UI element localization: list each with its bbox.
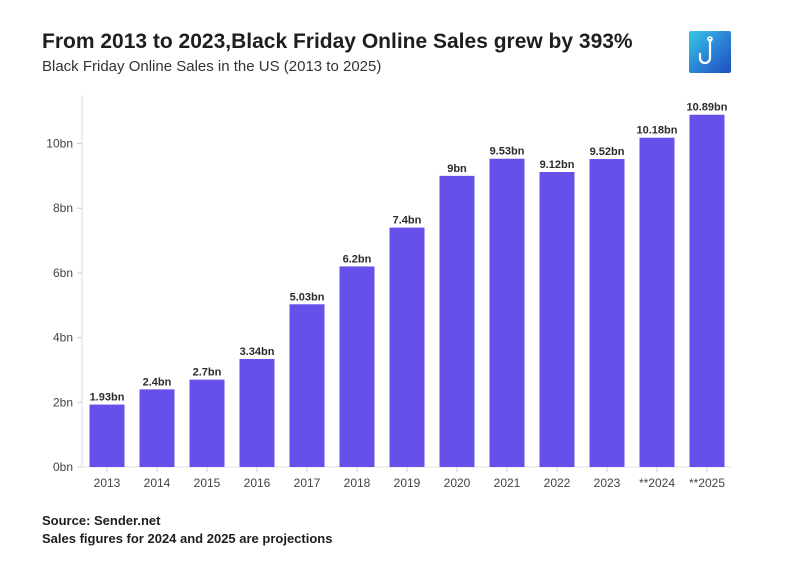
chart-subtitle: Black Friday Online Sales in the US (201… — [42, 58, 382, 75]
y-tick-label: 4bn — [53, 331, 73, 345]
x-tick-label: 2022 — [544, 476, 571, 490]
x-tick-label: 2018 — [344, 476, 371, 490]
bar — [539, 171, 575, 467]
data-label: 1.93bn — [90, 392, 125, 404]
bar — [589, 159, 625, 467]
source-note: Source: Sender.net — [42, 513, 161, 528]
x-tick-label: 2023 — [594, 476, 621, 490]
x-tick-label: 2021 — [494, 476, 521, 490]
bar — [289, 304, 325, 467]
data-label: 2.4bn — [143, 376, 172, 388]
x-tick-label: 2015 — [194, 476, 221, 490]
bar — [189, 379, 225, 467]
y-tick-label: 0bn — [53, 460, 73, 474]
bar — [489, 158, 525, 467]
x-tick-label: 2017 — [294, 476, 321, 490]
data-label: 6.2bn — [343, 253, 372, 265]
bar — [639, 137, 675, 467]
x-tick-label: 2016 — [244, 476, 271, 490]
data-label: 7.4bn — [393, 215, 422, 227]
hook-icon — [698, 36, 713, 65]
x-tick-label: 2020 — [444, 476, 471, 490]
y-tick-label: 10bn — [46, 137, 73, 151]
data-label: 2.7bn — [193, 367, 222, 379]
data-label: 10.18bn — [637, 125, 678, 137]
chart-title: From 2013 to 2023,Black Friday Online Sa… — [42, 30, 633, 53]
x-tick-label: **2024 — [639, 476, 675, 490]
y-tick-label: 8bn — [53, 201, 73, 215]
y-tick-label: 2bn — [53, 395, 73, 409]
data-label: 10.89bn — [687, 102, 728, 114]
brand-logo — [689, 31, 731, 73]
data-label: 3.34bn — [240, 346, 275, 358]
data-label: 9.53bn — [490, 146, 525, 158]
x-tick-label: 2014 — [144, 476, 171, 490]
data-label: 9.52bn — [590, 146, 625, 158]
bar — [139, 389, 175, 467]
x-tick-label: 2019 — [394, 476, 421, 490]
data-label: 5.03bn — [290, 291, 325, 303]
bar — [439, 175, 475, 467]
bar — [339, 266, 375, 467]
data-label: 9bn — [447, 163, 467, 175]
bar — [689, 114, 725, 467]
bar — [389, 227, 425, 467]
projection-note: Sales figures for 2024 and 2025 are proj… — [42, 531, 333, 546]
x-tick-label: 2013 — [94, 476, 121, 490]
bar — [239, 358, 275, 467]
data-label: 9.12bn — [540, 159, 575, 171]
y-tick-label: 6bn — [53, 266, 73, 280]
bar — [89, 404, 125, 467]
x-tick-label: **2025 — [689, 476, 725, 490]
